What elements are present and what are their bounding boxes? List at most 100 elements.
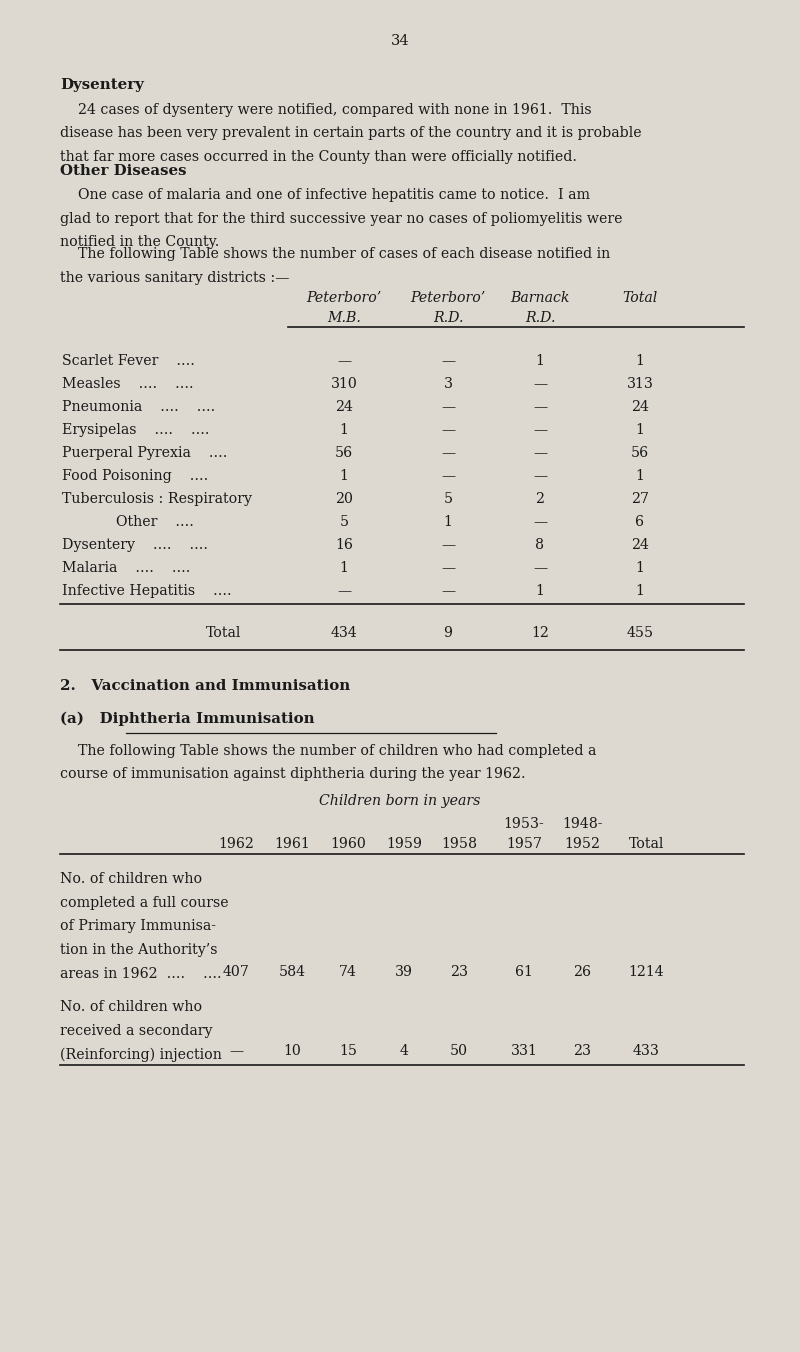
Text: —: — <box>441 446 455 460</box>
Text: —: — <box>229 1044 243 1057</box>
Text: Food Poisoning    ....: Food Poisoning .... <box>62 469 209 483</box>
Text: the various sanitary districts :—: the various sanitary districts :— <box>60 270 290 285</box>
Text: 24: 24 <box>631 400 649 414</box>
Text: 27: 27 <box>631 492 649 506</box>
Text: 24: 24 <box>631 538 649 552</box>
Text: 1: 1 <box>635 354 645 368</box>
Text: tion in the Authority’s: tion in the Authority’s <box>60 944 218 957</box>
Text: 56: 56 <box>631 446 649 460</box>
Text: 455: 455 <box>626 626 654 639</box>
Text: Erysipelas    ....    ....: Erysipelas .... .... <box>62 423 210 437</box>
Text: 8: 8 <box>535 538 545 552</box>
Text: 5: 5 <box>443 492 453 506</box>
Text: 2: 2 <box>535 492 545 506</box>
Text: Malaria    ....    ....: Malaria .... .... <box>62 561 190 575</box>
Text: completed a full course: completed a full course <box>60 896 229 910</box>
Text: —: — <box>441 400 455 414</box>
Text: 56: 56 <box>335 446 353 460</box>
Text: —: — <box>441 469 455 483</box>
Text: Infective Hepatitis    ....: Infective Hepatitis .... <box>62 584 232 598</box>
Text: 39: 39 <box>395 965 413 979</box>
Text: 24: 24 <box>335 400 353 414</box>
Text: R.D.: R.D. <box>525 311 555 324</box>
Text: glad to report that for the third successive year no cases of poliomyelitis were: glad to report that for the third succes… <box>60 211 622 226</box>
Text: Dysentery    ....    ....: Dysentery .... .... <box>62 538 208 552</box>
Text: 26: 26 <box>574 965 591 979</box>
Text: 23: 23 <box>450 965 468 979</box>
Text: 1: 1 <box>635 423 645 437</box>
Text: 1948-: 1948- <box>562 817 602 830</box>
Text: 1: 1 <box>339 423 349 437</box>
Text: Other Diseases: Other Diseases <box>60 164 186 177</box>
Text: 10: 10 <box>283 1044 301 1057</box>
Text: 433: 433 <box>633 1044 660 1057</box>
Text: Total: Total <box>206 626 242 639</box>
Text: —: — <box>533 446 547 460</box>
Text: 61: 61 <box>515 965 533 979</box>
Text: 584: 584 <box>278 965 306 979</box>
Text: 1957: 1957 <box>506 837 542 850</box>
Text: areas in 1962  ....    ....: areas in 1962 .... .... <box>60 967 222 980</box>
Text: received a secondary: received a secondary <box>60 1025 213 1038</box>
Text: 1: 1 <box>535 354 545 368</box>
Text: 6: 6 <box>635 515 645 529</box>
Text: R.D.: R.D. <box>433 311 463 324</box>
Text: 15: 15 <box>339 1044 357 1057</box>
Text: Measles    ....    ....: Measles .... .... <box>62 377 194 391</box>
Text: Total: Total <box>622 291 658 304</box>
Text: The following Table shows the number of children who had completed a: The following Table shows the number of … <box>60 744 596 757</box>
Text: —: — <box>441 354 455 368</box>
Text: Puerperal Pyrexia    ....: Puerperal Pyrexia .... <box>62 446 228 460</box>
Text: The following Table shows the number of cases of each disease notified in: The following Table shows the number of … <box>60 247 610 261</box>
Text: —: — <box>533 423 547 437</box>
Text: 407: 407 <box>222 965 250 979</box>
Text: 1961: 1961 <box>274 837 310 850</box>
Text: 12: 12 <box>531 626 549 639</box>
Text: M.B.: M.B. <box>327 311 361 324</box>
Text: 9: 9 <box>443 626 453 639</box>
Text: —: — <box>441 423 455 437</box>
Text: (a)   Diphtheria Immunisation: (a) Diphtheria Immunisation <box>60 711 314 726</box>
Text: Pneumonia    ....    ....: Pneumonia .... .... <box>62 400 216 414</box>
Text: 1952: 1952 <box>565 837 600 850</box>
Text: 1: 1 <box>635 469 645 483</box>
Text: Scarlet Fever    ....: Scarlet Fever .... <box>62 354 195 368</box>
Text: 1962: 1962 <box>218 837 254 850</box>
Text: 1: 1 <box>635 584 645 598</box>
Text: course of immunisation against diphtheria during the year 1962.: course of immunisation against diphtheri… <box>60 768 526 781</box>
Text: 1960: 1960 <box>330 837 366 850</box>
Text: —: — <box>337 354 351 368</box>
Text: —: — <box>533 400 547 414</box>
Text: of Primary Immunisa-: of Primary Immunisa- <box>60 919 216 933</box>
Text: —: — <box>441 538 455 552</box>
Text: disease has been very prevalent in certain parts of the country and it is probab: disease has been very prevalent in certa… <box>60 126 642 141</box>
Text: 16: 16 <box>335 538 353 552</box>
Text: 434: 434 <box>330 626 358 639</box>
Text: —: — <box>337 584 351 598</box>
Text: 1214: 1214 <box>629 965 664 979</box>
Text: 3: 3 <box>443 377 453 391</box>
Text: 1: 1 <box>535 584 545 598</box>
Text: 1: 1 <box>635 561 645 575</box>
Text: Children born in years: Children born in years <box>319 794 481 807</box>
Text: Other    ....: Other .... <box>62 515 194 529</box>
Text: No. of children who: No. of children who <box>60 872 202 886</box>
Text: —: — <box>441 561 455 575</box>
Text: 1959: 1959 <box>386 837 422 850</box>
Text: Peterboro’: Peterboro’ <box>306 291 382 304</box>
Text: 2.   Vaccination and Immunisation: 2. Vaccination and Immunisation <box>60 679 350 692</box>
Text: 1: 1 <box>443 515 453 529</box>
Text: (Reinforcing) injection: (Reinforcing) injection <box>60 1048 222 1063</box>
Text: 1: 1 <box>339 561 349 575</box>
Text: Dysentery: Dysentery <box>60 78 144 92</box>
Text: 4: 4 <box>399 1044 409 1057</box>
Text: 34: 34 <box>390 34 410 47</box>
Text: 310: 310 <box>330 377 358 391</box>
Text: Peterboro’: Peterboro’ <box>410 291 486 304</box>
Text: One case of malaria and one of infective hepatitis came to notice.  I am: One case of malaria and one of infective… <box>60 188 590 201</box>
Text: 74: 74 <box>339 965 357 979</box>
Text: 50: 50 <box>450 1044 468 1057</box>
Text: that far more cases occurred in the County than were officially notified.: that far more cases occurred in the Coun… <box>60 150 577 164</box>
Text: 1953-: 1953- <box>504 817 544 830</box>
Text: 1: 1 <box>339 469 349 483</box>
